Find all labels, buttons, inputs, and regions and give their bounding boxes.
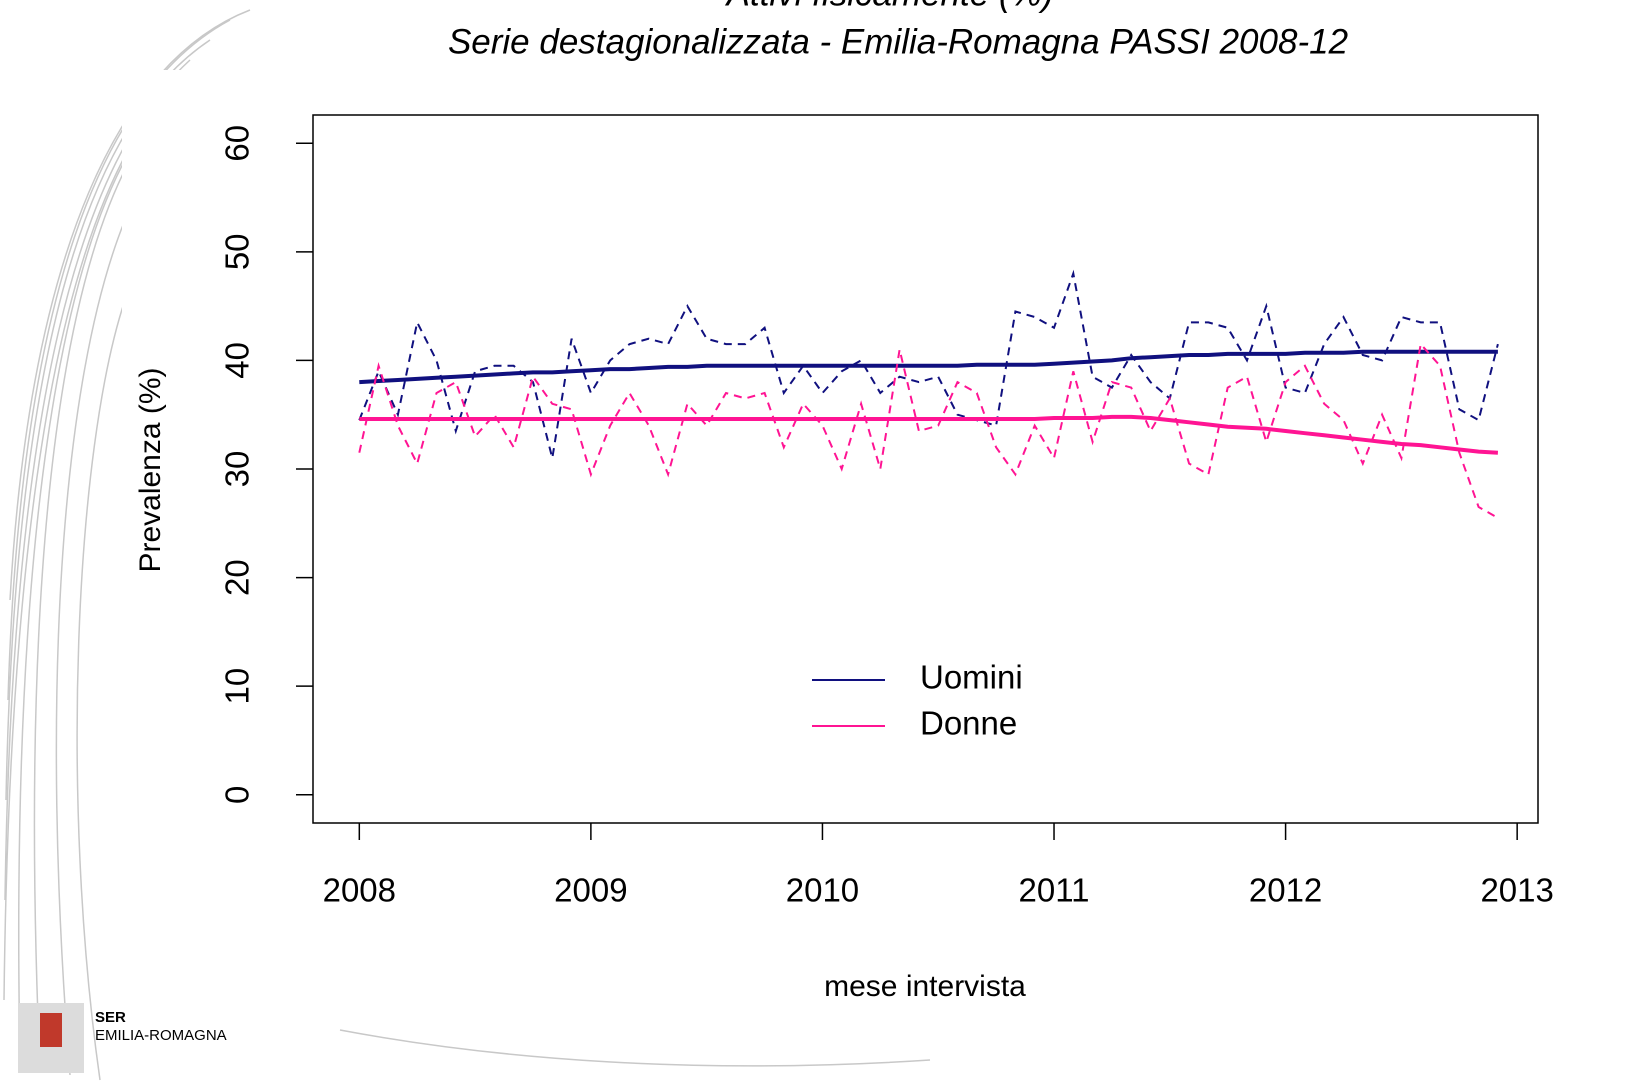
chart-title: Attivi fisicamente (%) — [725, 0, 1054, 13]
trend-line — [359, 349, 1498, 385]
x-tick-label: 2008 — [323, 872, 396, 909]
logo: SER EMILIA-ROMAGNA — [18, 1003, 227, 1073]
x-tick-label: 2009 — [554, 872, 627, 909]
x-tick-label: 2013 — [1480, 872, 1553, 909]
y-tick-label: 10 — [219, 668, 256, 705]
y-tick-label: 60 — [219, 125, 256, 162]
x-tick-label: 2012 — [1249, 872, 1322, 909]
x-tick-label: 2010 — [786, 872, 859, 909]
y-tick-label: 20 — [219, 559, 256, 596]
logo-mark-accent — [40, 1013, 62, 1047]
y-tick-label: 0 — [219, 786, 256, 804]
chart-background — [122, 70, 1562, 970]
y-tick-label: 40 — [219, 342, 256, 379]
y-tick-label: 30 — [219, 451, 256, 488]
chart-subtitle: Serie destagionalizzata - Emilia-Romagna… — [448, 22, 1348, 61]
y-tick-label: 50 — [219, 233, 256, 270]
logo-text: SER — [95, 1009, 126, 1026]
x-axis-label: mese intervista — [824, 970, 1026, 1003]
legend-label: Donne — [920, 705, 1017, 742]
trend-line — [359, 414, 1499, 455]
y-axis-label: Prevalenza (%) — [134, 367, 167, 572]
x-tick-label: 2011 — [1019, 872, 1090, 909]
raw-line — [358, 341, 1499, 519]
logo-text: EMILIA-ROMAGNA — [95, 1027, 227, 1044]
raw-line — [358, 269, 1499, 459]
legend-label: Uomini — [920, 659, 1023, 696]
